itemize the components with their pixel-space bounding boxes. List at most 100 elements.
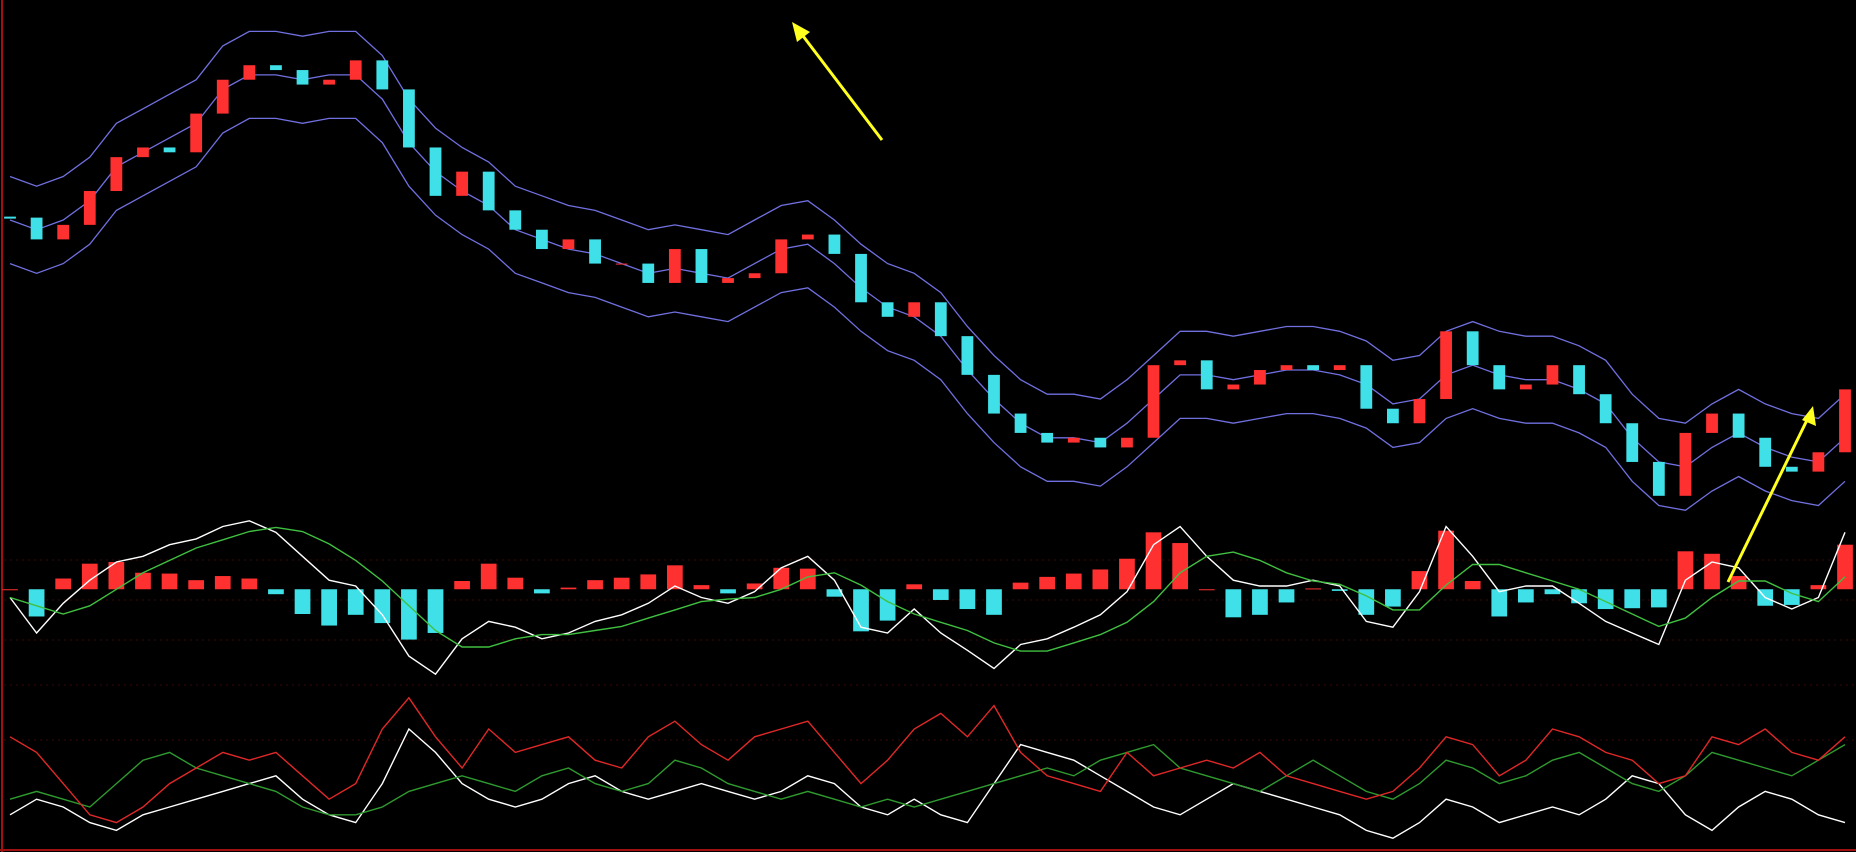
candle — [801, 234, 814, 240]
histogram-bar — [906, 584, 923, 590]
candle — [429, 147, 442, 196]
arrow — [1726, 417, 1810, 583]
histogram-bar — [454, 581, 470, 590]
candle — [1174, 360, 1187, 366]
histogram-bar — [161, 573, 178, 590]
histogram-bar — [1039, 576, 1056, 590]
histogram-bar — [1172, 543, 1189, 590]
candle — [1732, 413, 1745, 438]
histogram-bar — [1544, 589, 1561, 595]
candle — [668, 249, 681, 283]
candle — [1121, 437, 1133, 448]
candle — [1307, 365, 1320, 371]
candle — [1280, 365, 1293, 371]
candle — [1254, 370, 1266, 385]
histogram-bar — [826, 589, 843, 597]
candle — [615, 263, 628, 265]
candle — [270, 65, 282, 71]
candle — [1067, 437, 1080, 443]
candle — [855, 253, 867, 303]
candle — [137, 147, 149, 158]
histogram-bar — [640, 574, 657, 590]
histogram-bar — [1305, 588, 1321, 590]
histogram-bar — [1358, 589, 1375, 615]
histogram-bar — [108, 562, 125, 590]
histogram-bar — [1730, 576, 1747, 590]
candle — [1466, 331, 1479, 366]
candle — [1785, 466, 1798, 472]
candle — [1387, 408, 1399, 424]
line — [9, 30, 1846, 424]
candle — [83, 191, 96, 225]
histogram-bar — [1464, 581, 1481, 590]
histogram-bar — [1119, 558, 1135, 590]
histogram-bar — [799, 568, 816, 590]
histogram-bar — [1491, 589, 1508, 617]
arrow-head — [1802, 406, 1816, 426]
histogram-bar — [1198, 589, 1215, 591]
candle — [509, 210, 522, 230]
histogram-bar — [241, 578, 258, 590]
candle — [535, 229, 548, 250]
candle — [482, 171, 495, 211]
histogram-bar — [1145, 532, 1162, 590]
histogram-bar — [480, 563, 497, 590]
histogram-bar — [1650, 589, 1667, 608]
candle — [243, 65, 256, 80]
histogram-bar — [959, 589, 976, 610]
line — [9, 520, 1846, 676]
histogram-bar — [214, 576, 231, 590]
histogram-bar — [401, 589, 417, 640]
candle — [1360, 365, 1373, 409]
candle — [1227, 384, 1240, 390]
line — [9, 526, 1846, 652]
histogram-bar — [1677, 551, 1694, 590]
histogram-bar — [294, 589, 311, 614]
histogram-bar — [427, 589, 444, 633]
candle — [722, 278, 734, 283]
candle — [57, 224, 70, 240]
candle — [775, 239, 788, 274]
arrow — [798, 31, 884, 141]
histogram-bar — [1704, 553, 1720, 590]
candle — [190, 113, 203, 153]
candle — [376, 60, 389, 90]
candle — [1094, 437, 1107, 448]
histogram-bar — [534, 589, 550, 594]
candle — [695, 249, 708, 283]
candle — [1839, 389, 1851, 453]
candle — [1440, 331, 1452, 400]
histogram-bar — [773, 567, 790, 590]
histogram-bar — [1012, 582, 1029, 590]
candle — [748, 273, 761, 279]
candle — [1759, 437, 1772, 467]
candle — [296, 70, 309, 85]
histogram-bar — [1783, 589, 1800, 605]
histogram-bar — [1385, 589, 1401, 607]
candle — [1573, 365, 1585, 395]
candle — [1333, 365, 1346, 371]
histogram-bar — [560, 587, 577, 590]
line — [9, 727, 1846, 839]
candle — [1652, 461, 1665, 496]
histogram-bar — [746, 583, 763, 590]
candle — [163, 147, 176, 153]
candle — [1679, 432, 1692, 496]
histogram-bar — [374, 589, 391, 624]
histogram-bar — [1092, 569, 1109, 590]
candle — [908, 302, 921, 317]
candle — [642, 263, 655, 283]
histogram-bar — [268, 589, 284, 595]
candle — [1041, 432, 1054, 443]
candle — [961, 336, 974, 375]
histogram-bar — [1252, 589, 1268, 615]
histogram-bar — [666, 565, 683, 590]
histogram-bar — [1624, 589, 1641, 609]
histogram-bar — [28, 589, 45, 617]
candle — [1706, 413, 1718, 433]
histogram-bar — [347, 589, 364, 615]
candle — [1626, 423, 1639, 462]
histogram-bar — [853, 589, 869, 632]
line — [9, 117, 1846, 511]
